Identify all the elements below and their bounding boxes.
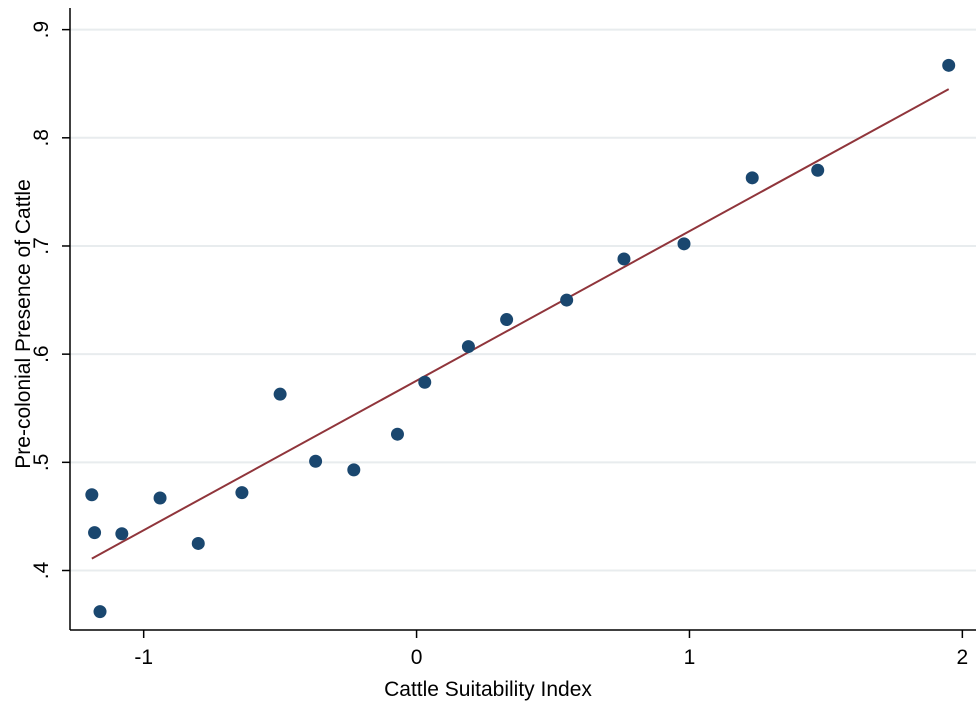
data-point xyxy=(93,605,107,619)
data-point xyxy=(85,488,99,502)
y-tick-label: .6 xyxy=(30,345,53,363)
x-tick-label: 1 xyxy=(684,646,696,669)
x-tick-label: 2 xyxy=(957,646,969,669)
data-point xyxy=(617,252,631,266)
x-tick-label: 0 xyxy=(411,646,423,669)
data-point xyxy=(500,313,514,327)
x-tick-label: -1 xyxy=(134,646,153,669)
data-point xyxy=(273,387,287,401)
data-point xyxy=(745,171,759,185)
data-point xyxy=(942,58,956,72)
data-point xyxy=(390,427,404,441)
data-point xyxy=(235,486,249,500)
y-tick-label: .4 xyxy=(30,561,53,579)
data-point xyxy=(309,454,323,468)
y-tick-label: .9 xyxy=(30,21,53,39)
axes xyxy=(69,8,976,631)
data-point xyxy=(347,463,361,477)
data-point xyxy=(461,340,475,354)
data-point xyxy=(677,237,691,251)
grid-lines xyxy=(70,28,976,572)
data-point xyxy=(115,527,129,541)
data-point xyxy=(153,491,167,505)
y-tick-label: .7 xyxy=(30,237,53,255)
fitted-line xyxy=(91,88,950,560)
y-axis-title: Pre-colonial Presence of Cattle xyxy=(12,179,35,468)
y-tick-label: .8 xyxy=(30,129,53,147)
ticks: .4 .5 .6 .7 .8 .9 -1 0 1 2 xyxy=(30,21,968,669)
data-points xyxy=(85,58,956,619)
data-point xyxy=(88,526,102,540)
x-axis-title: Cattle Suitability Index xyxy=(384,678,592,701)
data-point xyxy=(560,293,574,307)
y-tick-label: .5 xyxy=(30,454,53,472)
fit-line xyxy=(91,88,950,560)
data-point xyxy=(418,375,432,389)
data-point xyxy=(811,163,825,177)
data-point xyxy=(191,536,205,550)
